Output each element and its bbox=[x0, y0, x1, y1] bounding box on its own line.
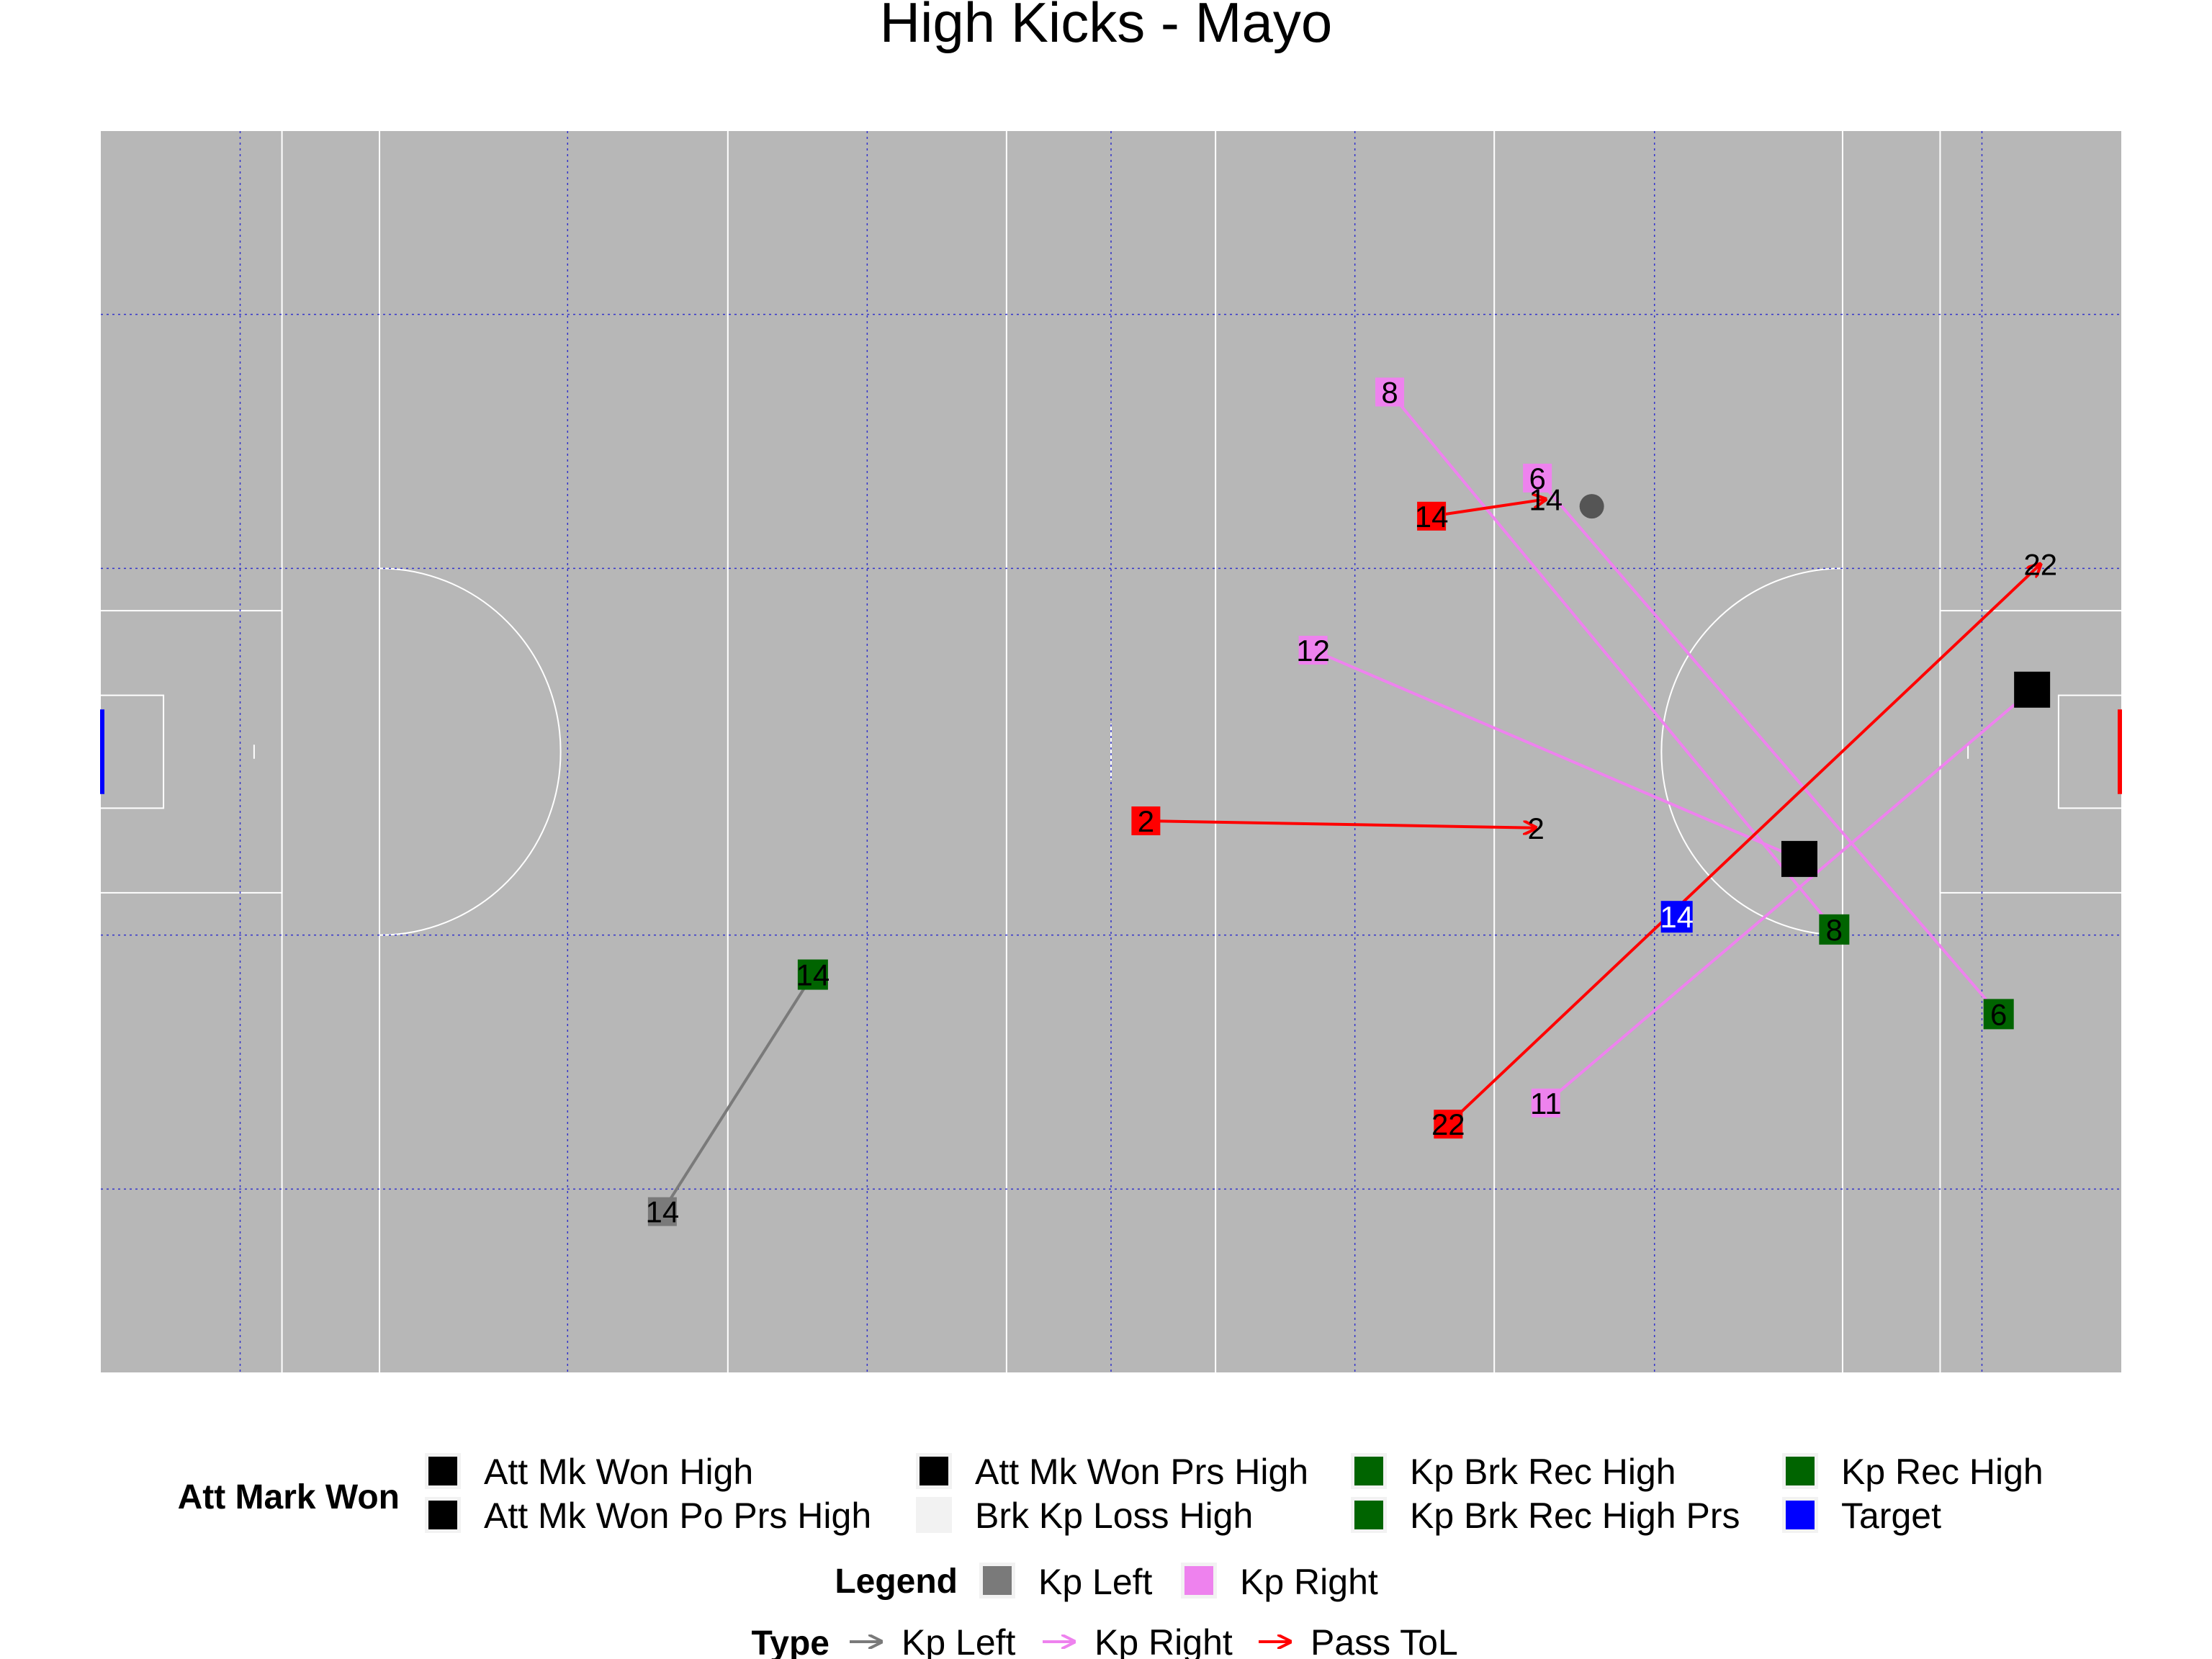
grid-lines bbox=[101, 131, 2121, 1372]
legend-att-item-6: Kp Rec High bbox=[1841, 1452, 2044, 1492]
kick-end-label-7: 14 bbox=[1529, 482, 1563, 516]
kick-line-2 bbox=[1536, 477, 1999, 1014]
kick-start-marker-7 bbox=[1417, 501, 1447, 531]
legend-type-item-2: Pass ToL bbox=[1310, 1622, 1458, 1659]
left-small-rectangle bbox=[101, 694, 165, 809]
legend-swatch-2 bbox=[920, 1457, 948, 1485]
kick-end-label-2: 6 bbox=[1990, 997, 2007, 1031]
kick-line-4 bbox=[1545, 690, 2032, 1105]
chart-title: High Kicks - Mayo bbox=[880, 0, 1333, 54]
legend-att-mark-won-title: Att Mark Won bbox=[178, 1478, 400, 1516]
legend-legend-swatch-1 bbox=[1184, 1566, 1213, 1595]
left-arc bbox=[379, 567, 561, 936]
kick-end-marker-2 bbox=[1983, 999, 2014, 1030]
legend-key-bg-3 bbox=[916, 1497, 952, 1533]
pitch bbox=[100, 131, 2122, 1372]
extra-label-0: 14 bbox=[1660, 900, 1694, 934]
legend-att-item-2: Att Mk Won Prs High bbox=[975, 1452, 1308, 1492]
kick-end-label-6: 22 bbox=[2023, 547, 2057, 581]
kick-line-0 bbox=[661, 975, 813, 1213]
legend-att-item-4: Kp Brk Rec High bbox=[1410, 1452, 1676, 1492]
kick-end-label-5: 2 bbox=[1528, 811, 1545, 845]
legend-legend-swatch-0 bbox=[983, 1566, 1012, 1595]
kick-start-marker-2 bbox=[1523, 463, 1552, 493]
kick-end-marker-1 bbox=[1819, 914, 1850, 945]
kick-line-1 bbox=[1388, 391, 1834, 929]
left-large-rectangle bbox=[101, 610, 283, 894]
kick-end-marker-4 bbox=[2014, 671, 2051, 708]
kick-start-label-5: 2 bbox=[1138, 804, 1154, 838]
right-arc bbox=[1661, 567, 1843, 936]
kick-start-label-7: 14 bbox=[1415, 500, 1449, 534]
legend-swatch-5 bbox=[1354, 1501, 1383, 1529]
kick-start-marker-1 bbox=[1375, 377, 1405, 407]
legend-type-item-0: Kp Left bbox=[902, 1622, 1016, 1659]
kick-start-marker-5 bbox=[1131, 806, 1161, 835]
kick-start-marker-3 bbox=[1298, 635, 1328, 665]
kick-line-3 bbox=[1312, 649, 1799, 859]
extra-dot-1 bbox=[1579, 494, 1604, 519]
kick-start-label-6: 22 bbox=[1431, 1107, 1465, 1141]
legend-att-item-3: Brk Kp Loss High bbox=[975, 1496, 1253, 1536]
legend-swatch-1 bbox=[428, 1501, 457, 1529]
extra-marker-0 bbox=[1660, 901, 1693, 933]
legend-att-item-0: Att Mk Won High bbox=[484, 1452, 753, 1492]
kick-end-marker-0 bbox=[797, 959, 828, 990]
kick-start-label-1: 8 bbox=[1381, 375, 1398, 409]
legend-swatch-0 bbox=[428, 1457, 457, 1485]
legend-swatch-6 bbox=[1786, 1457, 1815, 1485]
right-small-rectangle bbox=[2057, 694, 2121, 809]
legend-legend-title: Legend bbox=[835, 1563, 958, 1601]
legend-att-item-1: Att Mk Won Po Prs High bbox=[484, 1496, 871, 1536]
legend-swatch-7 bbox=[1786, 1501, 1815, 1529]
kick-arrows bbox=[661, 391, 2041, 1213]
legend-swatch-4 bbox=[1354, 1457, 1383, 1485]
kick-start-marker-4 bbox=[1531, 1088, 1560, 1118]
kick-start-label-4: 11 bbox=[1530, 1087, 1562, 1120]
legend-type-title: Type bbox=[752, 1624, 830, 1659]
legend-legend-item-1: Kp Right bbox=[1240, 1562, 1378, 1602]
legend-att-item-7: Target bbox=[1841, 1496, 1941, 1536]
kick-start-label-2: 6 bbox=[1529, 462, 1545, 495]
kick-start-marker-6 bbox=[1434, 1110, 1463, 1139]
kick-end-label-1: 8 bbox=[1826, 913, 1843, 947]
legend-type-item-1: Kp Right bbox=[1094, 1622, 1233, 1659]
kick-end-label-0: 14 bbox=[796, 958, 830, 992]
legend-att-item-5: Kp Brk Rec High Prs bbox=[1410, 1496, 1740, 1536]
right-large-rectangle bbox=[1939, 610, 2121, 894]
kick-start-label-3: 12 bbox=[1296, 634, 1330, 667]
kick-end-marker-3 bbox=[1781, 840, 1817, 877]
kick-line-6 bbox=[1447, 564, 2040, 1125]
kick-line-5 bbox=[1146, 819, 1536, 828]
kick-start-marker-0 bbox=[647, 1197, 677, 1226]
kick-line-7 bbox=[1431, 499, 1546, 518]
kick-start-label-0: 14 bbox=[646, 1195, 680, 1229]
legend-legend-item-0: Kp Left bbox=[1038, 1562, 1153, 1602]
